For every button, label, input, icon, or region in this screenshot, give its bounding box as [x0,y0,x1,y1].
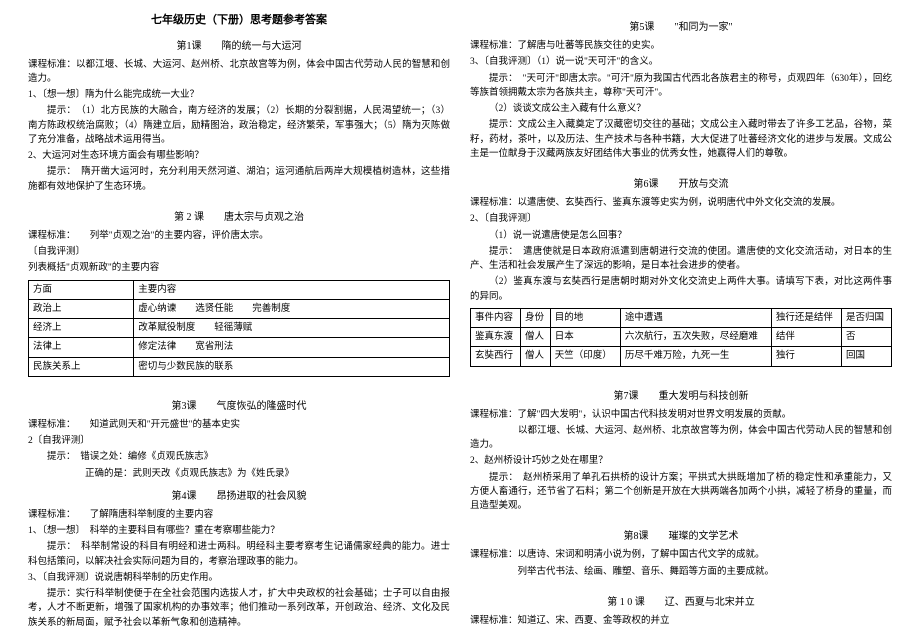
table-cell: 僧人 [520,328,550,347]
lesson7-sub: 以都江堰、长城、大运河、赵州桥、北京故宫等为例，体会中国古代劳动人民的智慧和创造… [470,424,892,453]
table-cell: 历尽千难万险，九死一生 [620,347,771,366]
table-header: 途中遭遇 [620,308,771,327]
lesson5-std: 课程标准：了解唐与吐蕃等民族交往的史实。 [470,39,892,53]
lesson2-title: 第 2 课 唐太宗与贞观之治 [28,210,450,225]
lesson2-table: 方面 主要内容 政治上虚心纳谏 选贤任能 完善制度 经济上改革赋役制度 轻徭薄赋… [28,280,450,377]
lesson6-std: 课程标准：以遣唐使、玄奘西行、鉴真东渡等史实为例，说明唐代中外文化交流的发展。 [470,196,892,210]
table-cell: 玄奘西行 [471,347,521,366]
lesson5-a2: 提示：文成公主入藏奠定了汉藏密切交往的基础；文成公主入藏时带去了许多工艺品，谷物… [470,118,892,161]
page-title: 七年级历史（下册）思考题参考答案 [28,12,450,29]
table-cell: 密切与少数民族的联系 [134,357,450,376]
lesson5-a1: 提示： "天可汗"即唐太宗。"可汗"原为我国古代西北各族君主的称号，贞观四年（6… [470,72,892,101]
table-header: 目的地 [550,308,620,327]
table-header: 方面 [29,280,134,299]
lesson6-table: 事件内容 身份 目的地 途中遭遇 独行还是结伴 是否归国 鉴真东渡 僧人 日本 … [470,308,892,367]
table-cell: 天竺（印度） [550,347,620,366]
table-cell: 修定法律 宽省刑法 [134,338,450,357]
table-header: 事件内容 [471,308,521,327]
left-column: 七年级历史（下册）思考题参考答案 第1课 隋的统一与大运河 课程标准：以都江堰、… [18,12,460,625]
table-cell: 法律上 [29,338,134,357]
lesson3-title: 第3课 气度恢弘的隆盛时代 [28,399,450,414]
table-cell: 否 [841,328,891,347]
lesson5-q2: （2）谈谈文成公主入藏有什么意义？ [470,102,892,116]
table-cell: 六次航行，五次失败，尽经磨难 [620,328,771,347]
table-cell: 结伴 [771,328,841,347]
table-cell: 回国 [841,347,891,366]
lesson1-a1: 提示： （1）北方民族的大融合，南方经济的发展；（2）长期的分裂割据，人民渴望统… [28,104,450,147]
lesson5-title: 第5课 "和同为一家" [470,20,892,35]
lesson1-q2: 2、大运河对生态环境方面会有哪些影响？ [28,149,450,163]
table-header: 独行还是结伴 [771,308,841,327]
lesson3-a1: 提示： 错误之处：编修《贞观氏族志》 [28,450,450,464]
table-cell: 独行 [771,347,841,366]
lesson7-std: 课程标准：了解"四大发明"，认识中国古代科技发明对世界文明发展的贡献。 [470,408,892,422]
lesson4-title: 第4课 昂扬进取的社会风貌 [28,489,450,504]
lesson4-q1: 1、〔想一想〕 科举的主要科目有哪些？重在考察哪些能力？ [28,524,450,538]
table-cell: 虚心纳谏 选贤任能 完善制度 [134,299,450,318]
lesson8-std: 课程标准：以唐诗、宋词和明清小说为例，了解中国古代文学的成就。 [470,548,892,562]
lesson6-q1: 2、〔自我评测〕 [470,212,892,226]
lesson7-q: 2、赵州桥设计巧妙之处在哪里？ [470,454,892,468]
lesson2-tbl-intro: 列表概括"贞观新政"的主要内容 [28,261,450,275]
table-header: 主要内容 [134,280,450,299]
lesson3-a2: 正确的是：武则天改《贞观氏族志》为《姓氏录》 [28,467,450,481]
lesson10-std: 课程标准：知道辽、宋、西夏、金等政权的并立 [470,614,892,628]
lesson1-std: 课程标准：以都江堰、长城、大运河、赵州桥、北京故宫等为例，体会中国古代劳动人民的… [28,58,450,87]
lesson6-title: 第6课 开放与交流 [470,177,892,192]
right-column: 第5课 "和同为一家" 课程标准：了解唐与吐蕃等民族交往的史实。 3、〔自我评测… [460,12,902,625]
table-header: 身份 [520,308,550,327]
lesson6-q1a: （1）说一说遣唐使是怎么回事？ [470,229,892,243]
lesson8-sub: 列举古代书法、绘画、雕塑、音乐、舞蹈等方面的主要成就。 [470,565,892,579]
lesson7-a: 提示： 赵州桥采用了单孔石拱桥的设计方案；平拱式大拱既增加了桥的稳定性和承重能力… [470,471,892,514]
table-cell: 僧人 [520,347,550,366]
lesson2-std: 课程标准： 列举"贞观之治"的主要内容，评价唐太宗。 [28,229,450,243]
table-cell: 日本 [550,328,620,347]
lesson6-q2: （2）鉴真东渡与玄奘西行是唐朝时期对外文化交流史上两件大事。请填写下表，对比这两… [470,275,892,304]
lesson4-std: 课程标准： 了解隋唐科举制度的主要内容 [28,508,450,522]
lesson2-sub: 〔自我评测〕 [28,245,450,259]
lesson3-q: 2〔自我评测〕 [28,434,450,448]
lesson5-q1: 3、〔自我评测〕（1）说一说"天可汗"的含义。 [470,55,892,69]
table-cell: 民族关系上 [29,357,134,376]
lesson10-title: 第 1 0 课 辽、西夏与北宋并立 [470,595,892,610]
lesson1-a2: 提示： 隋开凿大运河时，充分利用天然河道、湖泊；运河通航后两岸大规模植树造林，这… [28,165,450,194]
lesson4-q2: 3、〔自我评测〕说说唐朝科举制的历史作用。 [28,571,450,585]
table-cell: 经济上 [29,319,134,338]
table-cell: 改革赋役制度 轻徭薄赋 [134,319,450,338]
lesson8-title: 第8课 璀璨的文学艺术 [470,529,892,544]
lesson6-a1: 提示： 遣唐使就是日本政府派遣到唐朝进行交流的使团。遣唐使的文化交流活动，对日本… [470,245,892,274]
lesson1-title: 第1课 隋的统一与大运河 [28,39,450,54]
lesson1-q1: 1、〔想一想〕隋为什么能完成统一大业？ [28,88,450,102]
table-header: 是否归国 [841,308,891,327]
lesson4-a2: 提示：实行科举制使便于在全社会范围内选拔人才，扩大中央政权的社会基础；士子可以自… [28,587,450,630]
table-cell: 政治上 [29,299,134,318]
lesson4-a1: 提示： 科举制常设的科目有明经和进士两科。明经科主要考察考生记诵儒家经典的能力。… [28,540,450,569]
lesson3-std: 课程标准： 知道武则天和"开元盛世"的基本史实 [28,418,450,432]
table-cell: 鉴真东渡 [471,328,521,347]
lesson7-title: 第7课 重大发明与科技创新 [470,389,892,404]
